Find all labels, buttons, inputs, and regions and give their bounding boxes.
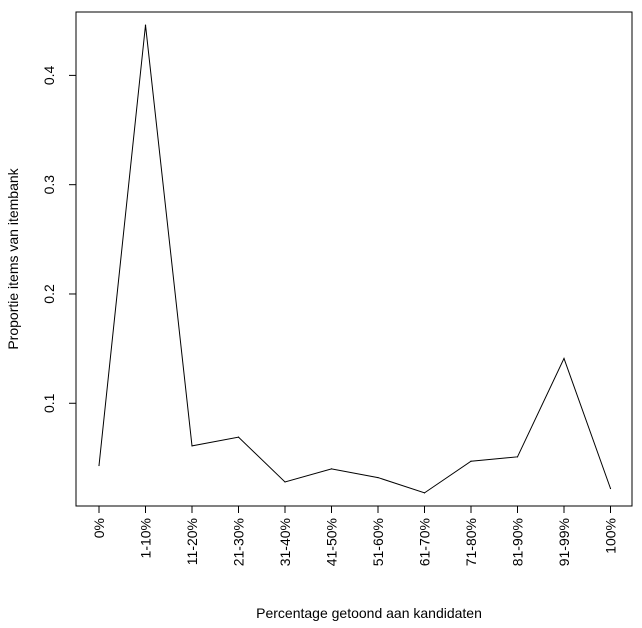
data-point	[470, 460, 472, 462]
x-tick-label: 100%	[602, 518, 618, 554]
x-tick-label: 0%	[91, 518, 107, 538]
x-tick-label: 71-80%	[463, 518, 479, 566]
y-tick-label: 0.4	[41, 65, 57, 85]
data-point	[144, 24, 147, 26]
x-tick-label: 31-40%	[277, 518, 293, 566]
data-point	[284, 481, 286, 483]
x-tick-label: 81-90%	[509, 518, 525, 566]
data-point	[98, 464, 100, 467]
data-point	[423, 492, 426, 494]
y-tick-label: 0.2	[41, 284, 57, 304]
plot-frame	[75, 11, 633, 507]
y-axis-label: Proportie items van itembank	[5, 167, 21, 349]
y-tick-label: 0.3	[41, 175, 57, 195]
x-tick-label: 91-99%	[556, 518, 572, 566]
data-point	[330, 468, 333, 470]
data-point	[516, 456, 519, 458]
y-axis: 0.1 0.2 0.3 0.4	[41, 65, 76, 413]
x-axis: 0% 1-10% 11-20% 21-30% 31-40% 41-50% 51-60% 61-…	[91, 506, 618, 566]
series-line	[98, 25, 611, 494]
y-tick-label: 0.1	[41, 393, 57, 413]
x-tick-label: 1-10%	[137, 518, 153, 558]
data-point	[609, 487, 612, 490]
x-tick-label: 61-70%	[416, 518, 432, 566]
x-tick-label: 41-50%	[323, 518, 339, 566]
data-point	[377, 476, 379, 479]
series-group	[98, 24, 612, 494]
x-axis-label: Percentage getoond aan kandidaten	[256, 605, 482, 621]
data-point	[563, 357, 565, 360]
x-tick-label: 51-60%	[370, 518, 386, 566]
x-tick-label: 11-20%	[184, 518, 200, 565]
data-point	[237, 436, 240, 438]
data-point	[191, 445, 193, 447]
x-tick-label: 21-30%	[230, 518, 246, 566]
